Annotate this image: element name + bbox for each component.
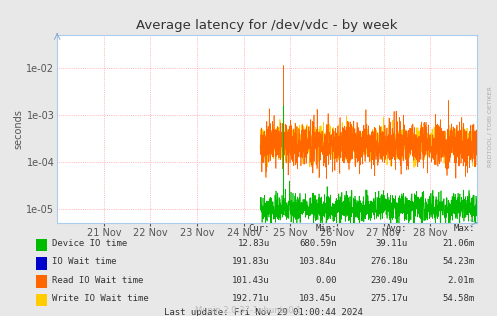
- Text: Read IO Wait time: Read IO Wait time: [52, 276, 144, 284]
- Text: Max:: Max:: [453, 224, 475, 233]
- Title: Average latency for /dev/vdc - by week: Average latency for /dev/vdc - by week: [136, 19, 398, 32]
- Text: Last update: Fri Nov 29 01:00:44 2024: Last update: Fri Nov 29 01:00:44 2024: [164, 308, 363, 316]
- Text: Cur:: Cur:: [248, 224, 270, 233]
- Text: 276.18u: 276.18u: [370, 257, 408, 266]
- Text: 103.45u: 103.45u: [299, 294, 337, 303]
- Text: Device IO time: Device IO time: [52, 239, 127, 248]
- Y-axis label: seconds: seconds: [13, 109, 23, 149]
- Text: Avg:: Avg:: [386, 224, 408, 233]
- Text: 54.23m: 54.23m: [442, 257, 475, 266]
- Text: IO Wait time: IO Wait time: [52, 257, 117, 266]
- Text: 2.01m: 2.01m: [448, 276, 475, 284]
- Text: Munin 2.0.37-1ubuntu0.1: Munin 2.0.37-1ubuntu0.1: [195, 307, 302, 315]
- Text: 191.83u: 191.83u: [232, 257, 270, 266]
- Text: RRDTOOL / TOBI OETIKER: RRDTOOL / TOBI OETIKER: [487, 86, 492, 167]
- Text: 0.00: 0.00: [316, 276, 337, 284]
- Text: 680.59n: 680.59n: [299, 239, 337, 248]
- Text: 12.83u: 12.83u: [238, 239, 270, 248]
- Text: 54.58m: 54.58m: [442, 294, 475, 303]
- Text: 39.11u: 39.11u: [375, 239, 408, 248]
- Text: 275.17u: 275.17u: [370, 294, 408, 303]
- Text: 101.43u: 101.43u: [232, 276, 270, 284]
- Text: Write IO Wait time: Write IO Wait time: [52, 294, 149, 303]
- Text: 103.84u: 103.84u: [299, 257, 337, 266]
- Text: Min:: Min:: [316, 224, 337, 233]
- Text: 21.06m: 21.06m: [442, 239, 475, 248]
- Text: 230.49u: 230.49u: [370, 276, 408, 284]
- Text: 192.71u: 192.71u: [232, 294, 270, 303]
